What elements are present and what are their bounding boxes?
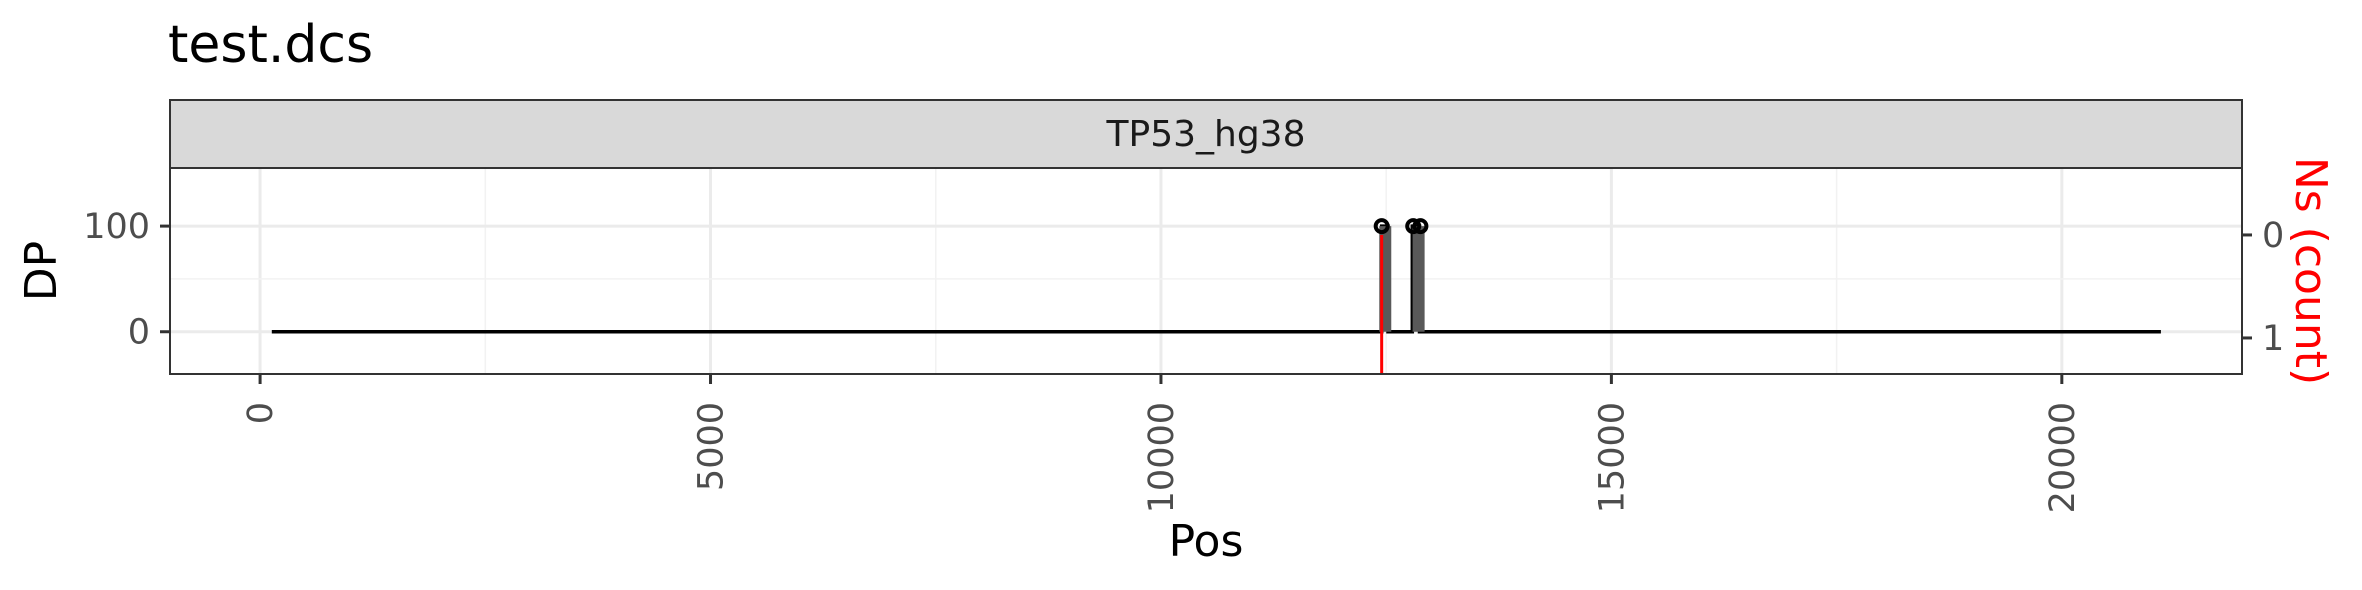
y-axis-title: DP [16,241,67,301]
secondary-y-axis-title: Ns (count) [2285,157,2336,385]
secondary-y-axis: 01 [2242,216,2284,359]
y-tick-label: 100 [83,207,150,247]
y-axis: 0 100 [83,207,170,353]
y-tick-label: 0 [128,313,150,353]
y2-tick-label: 1 [2262,319,2284,359]
chart-title: test.dcs [168,15,373,75]
x-axis-title: Pos [1169,516,1244,567]
x-tick-label: 5000 [692,402,732,491]
x-tick-label: 20000 [2043,402,2083,513]
facet-strip-label: TP53_hg38 [1106,114,1306,155]
x-axis: 0 5000 10000 15000 20000 [241,374,2083,513]
x-tick-label: 15000 [1592,402,1632,513]
y2-tick-label: 0 [2262,216,2284,256]
x-tick-label: 0 [241,402,281,424]
x-tick-label: 10000 [1142,402,1182,513]
panel-background [170,168,2242,374]
